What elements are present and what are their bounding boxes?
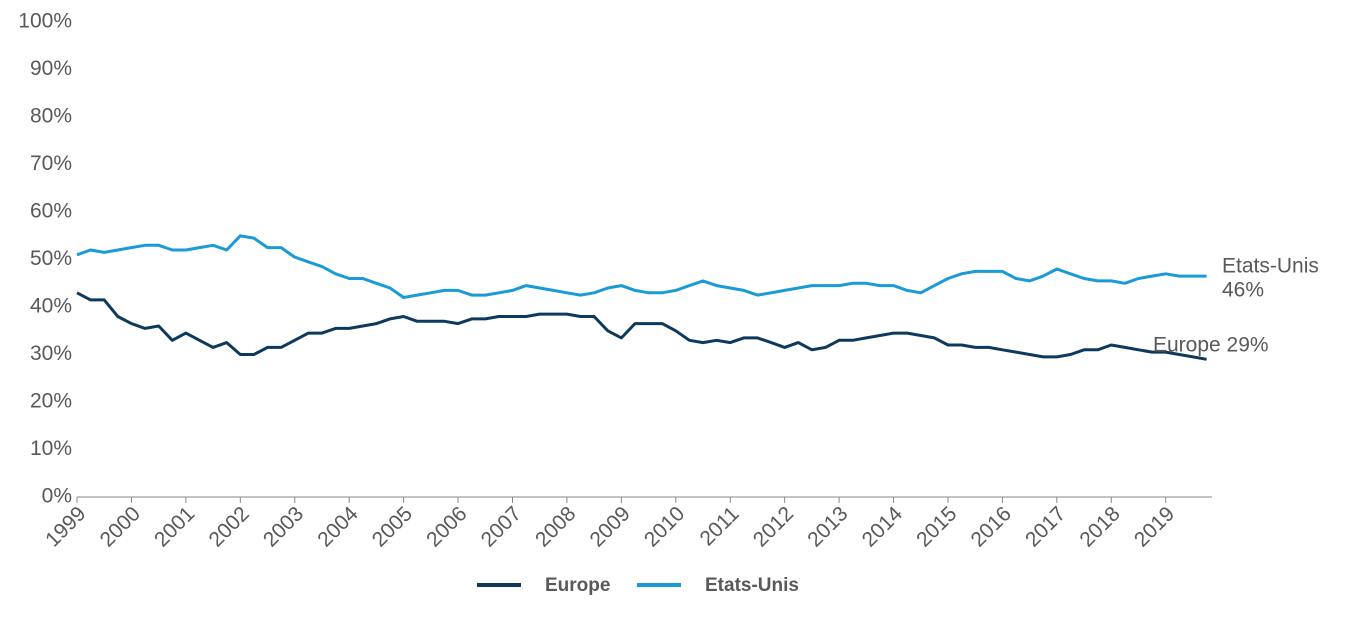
x-tick-label: 2017 bbox=[1021, 502, 1070, 551]
y-tick-label: 10% bbox=[30, 437, 72, 460]
x-tick-label: 2013 bbox=[803, 502, 852, 551]
y-tick-label: 50% bbox=[30, 247, 72, 270]
x-tick-label: 1999 bbox=[41, 502, 90, 551]
annotation: Etats-Unis bbox=[1222, 255, 1319, 278]
x-tick-label: 2015 bbox=[912, 502, 961, 551]
y-tick-label: 40% bbox=[30, 295, 72, 318]
x-tick-label: 2014 bbox=[858, 502, 908, 552]
y-tick-label: 100% bbox=[18, 10, 72, 33]
annotation: Europe 29% bbox=[1153, 334, 1269, 357]
y-tick-label: 20% bbox=[30, 390, 72, 413]
y-tick-label: 0% bbox=[42, 485, 72, 508]
series-line bbox=[76, 234, 1207, 299]
y-tick-label: 70% bbox=[30, 152, 72, 175]
x-tick-label: 2012 bbox=[749, 502, 798, 551]
x-tick-label: 2009 bbox=[586, 502, 635, 551]
series-line bbox=[76, 291, 1207, 361]
x-tick-label: 2005 bbox=[368, 502, 417, 551]
x-tick-label: 2016 bbox=[967, 502, 1016, 551]
y-tick-label: 60% bbox=[30, 200, 72, 223]
x-tick-label: 2008 bbox=[531, 502, 580, 551]
x-tick-label: 2003 bbox=[259, 502, 308, 551]
x-tick-label: 2018 bbox=[1075, 502, 1124, 551]
y-tick-label: 90% bbox=[30, 57, 72, 80]
x-tick-label: 2010 bbox=[640, 502, 689, 551]
x-tick-label: 2004 bbox=[313, 502, 363, 552]
y-tick-label: 80% bbox=[30, 105, 72, 128]
x-tick-label: 2007 bbox=[477, 502, 526, 551]
legend-label: Europe bbox=[545, 575, 610, 596]
x-tick-label: 2000 bbox=[96, 502, 145, 551]
x-tick-label: 2019 bbox=[1130, 502, 1179, 551]
x-tick-label: 2002 bbox=[204, 502, 253, 551]
legend-label: Etats-Unis bbox=[705, 575, 799, 596]
x-tick-label: 2001 bbox=[150, 502, 199, 551]
y-tick-label: 30% bbox=[30, 342, 72, 365]
x-tick-label: 2011 bbox=[695, 502, 743, 550]
x-tick-label: 2006 bbox=[422, 502, 471, 551]
annotation: 46% bbox=[1222, 279, 1264, 302]
